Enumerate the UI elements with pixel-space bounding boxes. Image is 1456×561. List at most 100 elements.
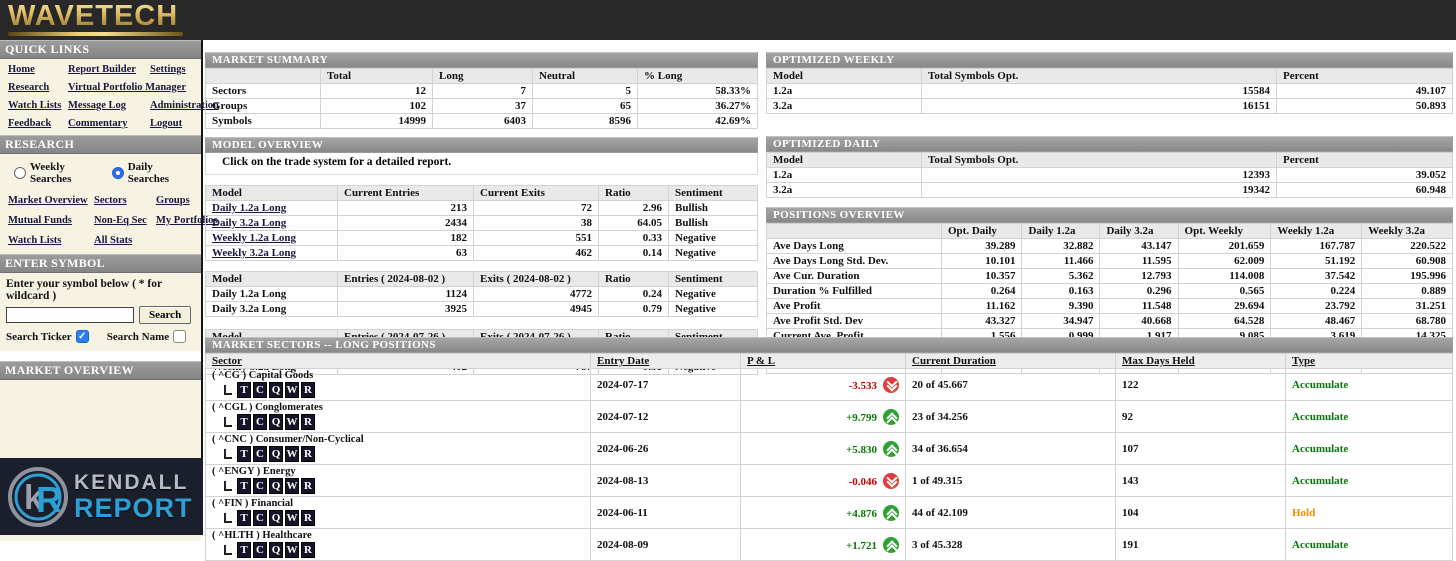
research-link-market-overview[interactable]: Market Overview xyxy=(8,195,88,206)
pnl-col-header[interactable]: P & L xyxy=(747,355,776,367)
sidebar-link-watch-lists[interactable]: Watch Lists xyxy=(8,100,62,111)
model-link[interactable]: Weekly 1.2a Long xyxy=(212,232,297,244)
cell: 37 xyxy=(432,98,533,114)
search-ticker-checkbox[interactable]: ✓ xyxy=(75,330,89,343)
watch-icon[interactable]: W xyxy=(285,478,299,494)
research-link-all-stats[interactable]: All Stats xyxy=(94,235,133,246)
cell: 29.694 xyxy=(1177,298,1272,314)
watch-icon[interactable]: W xyxy=(285,446,299,462)
market-sectors-table: Sector Entry Date P & L Current Duration… xyxy=(205,353,1453,561)
research-link-non-eq-sec[interactable]: Non-Eq Sec xyxy=(94,215,147,226)
research-link-groups[interactable]: Groups xyxy=(156,195,190,206)
chart-icon[interactable]: C xyxy=(253,478,267,494)
report-icon[interactable]: R xyxy=(301,510,315,526)
chart-icon[interactable]: C xyxy=(253,542,267,558)
daily-searches-radio[interactable] xyxy=(111,167,124,179)
sidebar-link-logout[interactable]: Logout xyxy=(150,118,183,129)
sector-col-header[interactable]: Sector xyxy=(212,355,242,367)
row-label: Symbols xyxy=(205,113,321,129)
trade-icon[interactable]: T xyxy=(237,382,251,398)
cell: 50.893 xyxy=(1276,98,1453,114)
sidebar-link-virtual-portfolio-manager[interactable]: Virtual Portfolio Manager xyxy=(68,82,186,93)
watch-icon[interactable]: W xyxy=(285,510,299,526)
type-col-header[interactable]: Type xyxy=(1292,355,1316,367)
quote-icon[interactable]: Q xyxy=(269,446,283,462)
sidebar-link-settings[interactable]: Settings xyxy=(150,64,186,75)
market-overview-side-header: MARKET OVERVIEW xyxy=(0,361,201,380)
chart-icon[interactable]: C xyxy=(253,382,267,398)
trade-icon[interactable]: T xyxy=(237,510,251,526)
model-link[interactable]: Weekly 3.2a Long xyxy=(212,247,297,259)
cell: 9.390 xyxy=(1021,298,1101,314)
col-header: Weekly 3.2a xyxy=(1361,223,1453,239)
weekly-searches-label: Weekly Searches xyxy=(30,161,72,185)
report-icon[interactable]: R xyxy=(301,414,315,430)
quick-links-header: QUICK LINKS xyxy=(0,40,201,59)
watch-icon[interactable]: W xyxy=(285,542,299,558)
cell: 6403 xyxy=(432,113,533,129)
market-sectors-header: MARKET SECTORS -- LONG POSITIONS xyxy=(205,337,1453,353)
max-days-held-col-header[interactable]: Max Days Held xyxy=(1122,355,1195,367)
cell: 2.96 xyxy=(598,200,669,216)
col-header: Model xyxy=(205,271,338,287)
report-icon[interactable]: R xyxy=(301,542,315,558)
duration-cell: 34 of 36.654 xyxy=(905,432,1116,465)
model-link[interactable]: Daily 1.2a Long xyxy=(212,202,287,214)
table-row: Sectors 12 7 5 58.33% xyxy=(205,83,758,99)
quote-icon[interactable]: Q xyxy=(269,542,283,558)
report-icon[interactable]: R xyxy=(301,446,315,462)
chevron-down-badge-icon xyxy=(883,376,899,393)
sidebar-top-panel: QUICK LINKS Home Report Builder Settings… xyxy=(0,40,219,351)
svg-text:R: R xyxy=(36,479,62,520)
research-link-sectors[interactable]: Sectors xyxy=(94,195,127,206)
research-link-watch-lists[interactable]: Watch Lists xyxy=(8,235,62,246)
report-icon[interactable]: R xyxy=(301,382,315,398)
search-name-checkbox[interactable] xyxy=(173,330,187,343)
cell: 12.793 xyxy=(1099,268,1179,284)
chevron-up-badge-icon xyxy=(883,504,899,521)
research-link-my-portfolios[interactable]: My Portfolios xyxy=(156,215,218,226)
cell: 11.548 xyxy=(1099,298,1179,314)
col-header: Sentiment xyxy=(668,271,758,287)
sidebar-link-commentary[interactable]: Commentary xyxy=(68,118,128,129)
sector-tools: T C Q W R xyxy=(224,446,584,462)
entry-date-col-header[interactable]: Entry Date xyxy=(597,355,650,367)
chevron-up-badge-icon xyxy=(883,536,899,553)
sidebar-link-administration[interactable]: Administration xyxy=(150,100,219,111)
search-button[interactable]: Search xyxy=(139,306,192,324)
cell: 0.565 xyxy=(1177,283,1272,299)
report-icon[interactable]: R xyxy=(301,478,315,494)
quote-icon[interactable]: Q xyxy=(269,414,283,430)
weekly-searches-radio[interactable] xyxy=(14,167,26,179)
trade-icon[interactable]: T xyxy=(237,414,251,430)
quote-icon[interactable]: Q xyxy=(269,478,283,494)
quote-icon[interactable]: Q xyxy=(269,382,283,398)
sidebar-link-home[interactable]: Home xyxy=(8,64,35,75)
type-value: Accumulate xyxy=(1292,442,1349,455)
trade-icon[interactable]: T xyxy=(237,446,251,462)
watch-icon[interactable]: W xyxy=(285,382,299,398)
table-row: 1.2a 12393 39.052 xyxy=(766,167,1453,183)
trade-icon[interactable]: T xyxy=(237,542,251,558)
chart-icon[interactable]: C xyxy=(253,414,267,430)
sidebar-link-feedback[interactable]: Feedback xyxy=(8,118,52,129)
chart-icon[interactable]: C xyxy=(253,446,267,462)
table-row: Weekly 3.2a Long 63 462 0.14 Negative xyxy=(205,245,758,261)
symbol-input[interactable] xyxy=(6,307,134,323)
sidebar-link-report-builder[interactable]: Report Builder xyxy=(68,64,136,75)
quote-icon[interactable]: Q xyxy=(269,510,283,526)
watch-icon[interactable]: W xyxy=(285,414,299,430)
max-days-cell: 104 xyxy=(1115,496,1286,529)
research-link-mutual-funds[interactable]: Mutual Funds xyxy=(8,215,72,226)
current-duration-col-header[interactable]: Current Duration xyxy=(912,355,996,367)
sidebar-link-message-log[interactable]: Message Log xyxy=(68,100,127,111)
sector-tools: T C Q W R xyxy=(224,478,584,494)
report-text: REPORT xyxy=(74,492,193,523)
cell: 34.947 xyxy=(1021,313,1101,329)
col-header: Entries ( 2024-08-02 ) xyxy=(337,271,474,287)
sidebar-link-research[interactable]: Research xyxy=(8,82,50,93)
chart-icon[interactable]: C xyxy=(253,510,267,526)
entry-date-cell: 2024-07-17 xyxy=(590,368,741,401)
trade-icon[interactable]: T xyxy=(237,478,251,494)
model-link[interactable]: Daily 3.2a Long xyxy=(212,217,287,229)
